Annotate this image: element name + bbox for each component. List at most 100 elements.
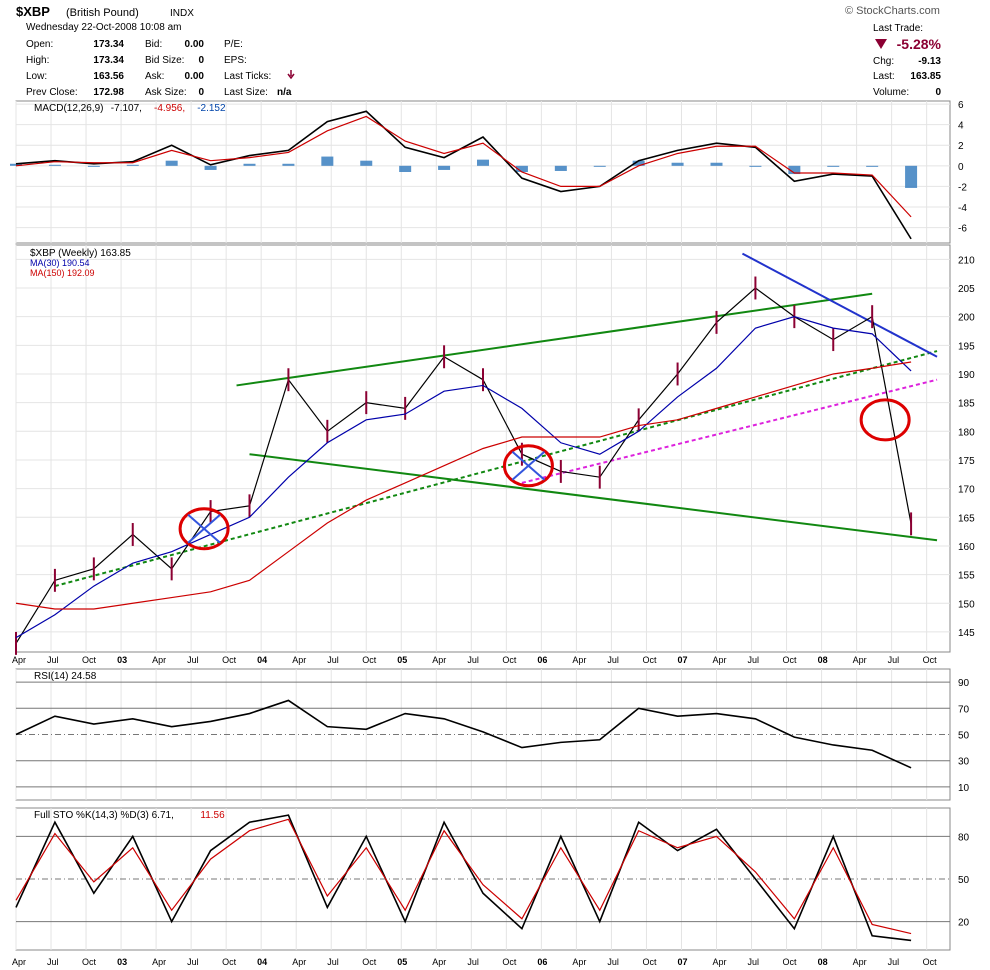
x-tick-label: Jul xyxy=(888,957,900,967)
x-tick-label: Apr xyxy=(432,655,446,665)
quote-value: 173.34 xyxy=(93,55,124,66)
series-line xyxy=(15,287,912,644)
trend-line xyxy=(236,292,873,387)
histogram-bar xyxy=(48,164,61,166)
quote-label: Low: xyxy=(26,71,47,82)
quote-row-1: High: 173.34 Bid Size: 0 EPS: xyxy=(26,55,247,66)
x-tick-label: Jul xyxy=(467,957,479,967)
last-tick-down-icon xyxy=(287,70,295,80)
histogram-bar xyxy=(87,165,100,167)
x-tick-label: Apr xyxy=(152,655,166,665)
quote-label: Open: xyxy=(26,39,53,50)
histogram-bar xyxy=(671,162,684,166)
quote-value: 0.00 xyxy=(185,39,205,50)
x-tick-label: Apr xyxy=(12,957,26,967)
histogram-bar xyxy=(438,165,451,170)
y-tick-label: 90 xyxy=(958,678,970,689)
histogram-bar xyxy=(515,165,528,172)
quote-label: EPS: xyxy=(224,55,247,66)
x-tick-label: 03 xyxy=(117,655,127,665)
x-tick-label: Jul xyxy=(607,957,619,967)
y-tick-label: 200 xyxy=(958,313,975,324)
x-tick-label: Apr xyxy=(713,655,727,665)
volume-value: 0 xyxy=(935,87,941,98)
histogram-bar xyxy=(477,159,489,166)
histogram-bar xyxy=(905,165,918,188)
x-tick-label: 07 xyxy=(677,957,687,967)
x-tick-label: 04 xyxy=(257,957,267,967)
x-tick-label: 05 xyxy=(397,957,407,967)
y-tick-label: 2 xyxy=(958,141,964,152)
quote-label: Ask Size: xyxy=(145,87,187,98)
x-tick-label: Jul xyxy=(327,655,339,665)
histogram-bar xyxy=(360,160,373,166)
annotation-circle xyxy=(859,398,911,442)
histogram-bar xyxy=(866,165,879,167)
quote-value: 0 xyxy=(198,55,204,66)
y-tick-label: -4 xyxy=(958,203,967,214)
panel-frame xyxy=(15,668,951,801)
x-tick-label: 06 xyxy=(537,957,547,967)
histogram-bar xyxy=(204,165,217,170)
x-tick-label: 08 xyxy=(818,655,828,665)
histogram-bar xyxy=(710,162,723,166)
x-tick-label: Jul xyxy=(748,655,760,665)
histogram-bar xyxy=(399,165,412,172)
y-tick-label: 165 xyxy=(958,513,975,524)
x-tick-label: 04 xyxy=(257,655,267,665)
x-tick-label: 03 xyxy=(117,957,127,967)
quote-value: 163.56 xyxy=(93,71,124,82)
legend-entry: $XBP (Weekly) 163.85 xyxy=(30,248,131,259)
x-tick-label: Oct xyxy=(82,957,97,967)
histogram-bar xyxy=(593,165,606,167)
x-tick-label: Jul xyxy=(47,957,59,967)
exchange: INDX xyxy=(170,8,194,19)
x-tick-label: Oct xyxy=(642,655,657,665)
legend-entry: Full STO %K(14,3) %D(3) 6.71, xyxy=(34,810,174,821)
datetime: Wednesday 22-Oct-2008 10:08 am xyxy=(26,22,181,33)
y-tick-label: 10 xyxy=(958,783,970,794)
y-tick-label: 190 xyxy=(958,370,975,381)
annotation-cross xyxy=(511,450,546,481)
y-tick-label: 50 xyxy=(958,731,970,742)
x-tick-label: Apr xyxy=(572,957,586,967)
x-axis-price: Apr Jul Oct 03 Apr Jul Oct 04 Apr Jul Oct 05 Apr Jul O… xyxy=(12,655,937,665)
histogram-bar xyxy=(10,163,22,166)
rsi-panel: 90 70 50 30 10 RSI(14) 24.58 xyxy=(15,668,970,801)
x-tick-label: Apr xyxy=(292,655,306,665)
y-tick-label: 195 xyxy=(958,341,975,352)
last-trade-label: Last Trade: xyxy=(873,23,923,34)
legend-entry: -2.152 xyxy=(197,103,226,114)
quote-label: Bid Size: xyxy=(145,55,184,66)
series-line xyxy=(15,110,912,240)
legend-entry: MACD(12,26,9) xyxy=(34,103,103,114)
quote-row-2: Low: 163.56 Ask: 0.00 Last Ticks: xyxy=(26,70,295,82)
x-tick-label: 06 xyxy=(537,655,547,665)
series-line xyxy=(15,699,912,769)
x-tick-label: Oct xyxy=(362,655,377,665)
y-tick-label: 160 xyxy=(958,542,975,553)
x-axis-sto: Apr Jul Oct 03 Apr Jul Oct 04 Apr Jul Oct 05 Apr Jul O… xyxy=(12,957,937,967)
series-line xyxy=(15,818,912,935)
quote-value: n/a xyxy=(277,87,292,98)
x-tick-label: Jul xyxy=(187,655,199,665)
histogram-bar xyxy=(282,163,295,166)
y-tick-label: 0 xyxy=(958,162,964,173)
quote-value: 172.98 xyxy=(93,87,124,98)
x-tick-label: Oct xyxy=(502,655,517,665)
legend-entry: 11.56 xyxy=(200,810,225,821)
y-tick-label: 4 xyxy=(958,121,964,132)
histogram-bar xyxy=(554,165,567,171)
quote-value: 0 xyxy=(198,87,204,98)
x-tick-label: Apr xyxy=(853,655,867,665)
x-tick-label: Jul xyxy=(748,957,760,967)
x-tick-label: 07 xyxy=(677,655,687,665)
x-tick-label: Apr xyxy=(713,957,727,967)
x-tick-label: Apr xyxy=(432,957,446,967)
y-tick-label: 30 xyxy=(958,757,970,768)
legend-entry: MA(30) 190.54 xyxy=(30,258,90,268)
histogram-bar xyxy=(749,165,762,167)
chg-label: Chg: xyxy=(873,56,894,67)
legend-entry: MA(150) 192.09 xyxy=(30,268,95,278)
quote-row-3: Prev Close: 172.98 Ask Size: 0 Last Size… xyxy=(26,87,292,98)
